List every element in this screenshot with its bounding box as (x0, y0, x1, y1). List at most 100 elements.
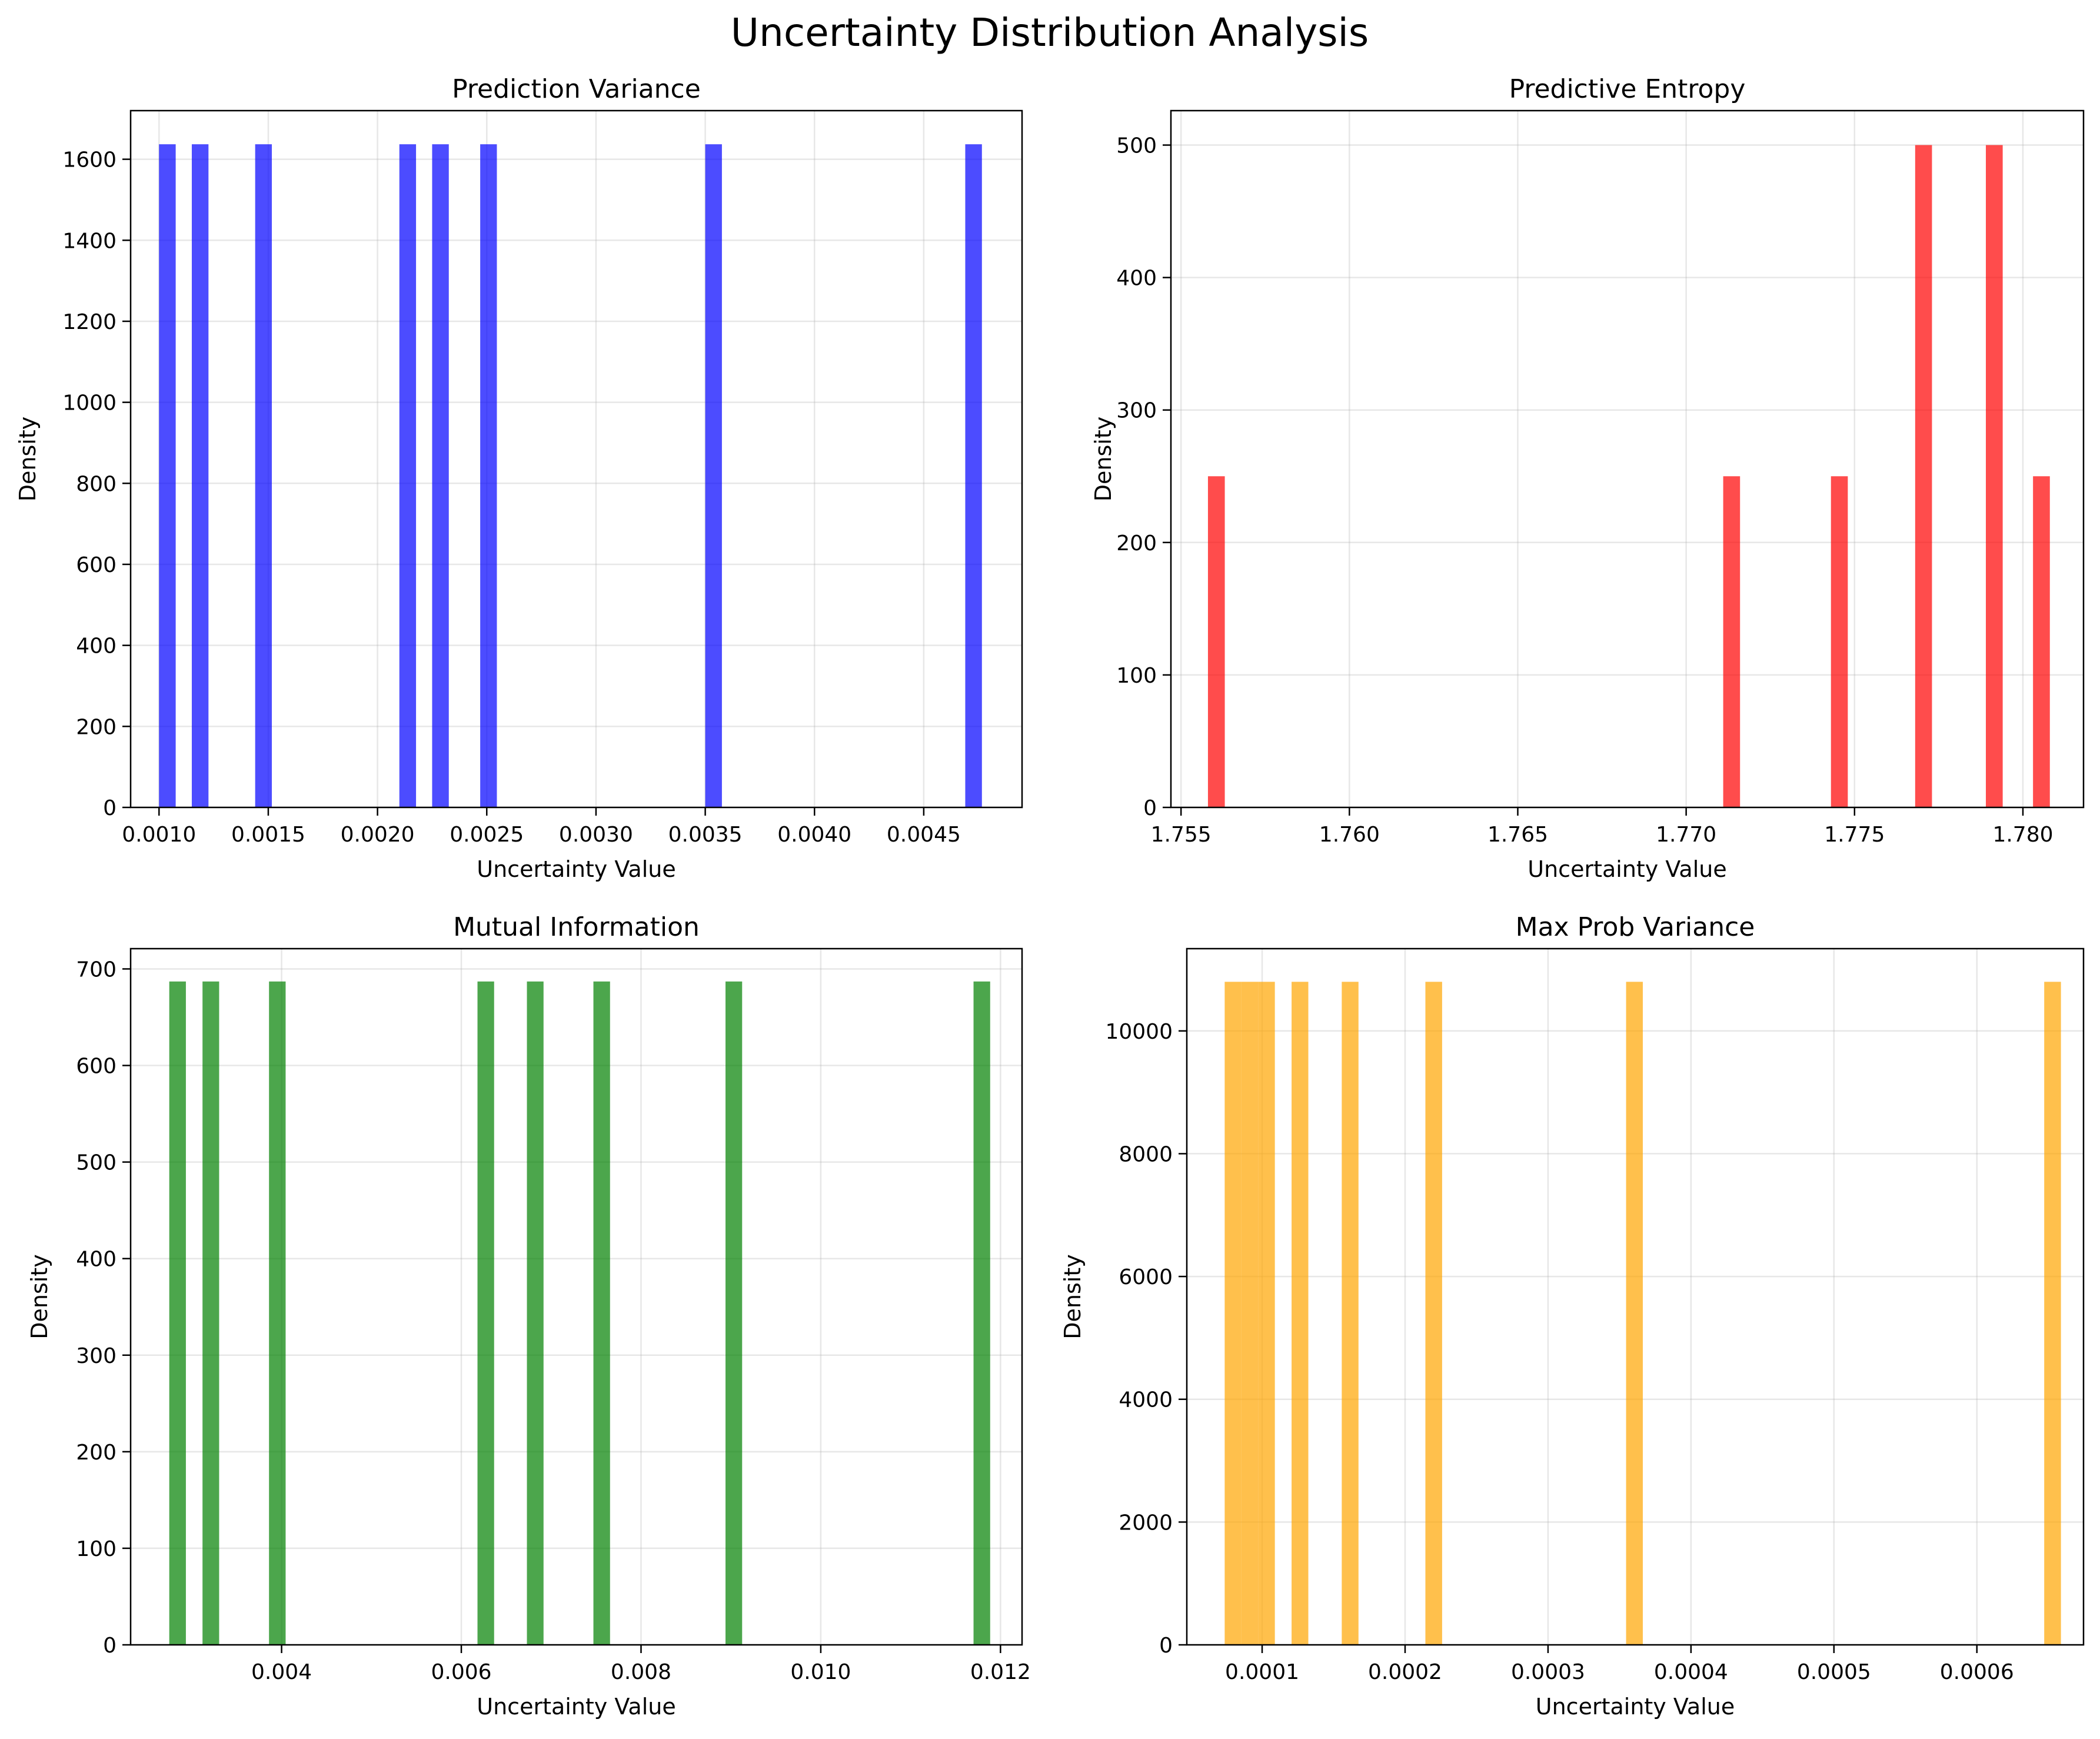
histogram-bar (1258, 982, 1275, 1645)
y-axis-label: Density (1060, 1254, 1086, 1339)
y-tick-label: 400 (1116, 267, 1157, 291)
x-tick-label: 1.765 (1487, 823, 1548, 847)
y-tick-label: 1200 (62, 310, 117, 334)
histogram-bar (169, 981, 186, 1645)
x-tick-label: 1.770 (1656, 823, 1716, 847)
histogram-bar (480, 144, 497, 807)
y-tick-label: 300 (76, 1344, 117, 1368)
histogram-bar (477, 981, 494, 1645)
y-tick-label: 300 (1116, 399, 1157, 423)
histogram-bar (399, 144, 417, 807)
histogram-bar (191, 144, 209, 807)
histogram-bar (1342, 982, 1359, 1645)
y-axis-label: Density (26, 1254, 52, 1339)
x-tick-label: 1.775 (1824, 823, 1885, 847)
x-tick-label: 1.755 (1151, 823, 1212, 847)
histogram-bar (1986, 145, 2003, 808)
x-tick-label: 0.0030 (559, 823, 633, 847)
histogram-bar (269, 981, 286, 1645)
histogram-bar (1425, 982, 1442, 1645)
chart-panel-4: 0.0001 0.0002 0.0003 0.0004 0.0005 0.0006 0 200… (1060, 912, 2085, 1720)
y-tick-label: 1000 (62, 391, 117, 415)
axes-frame (129, 947, 1023, 1646)
y-tick-label: 4000 (1119, 1388, 1173, 1412)
x-tick-label: 0.010 (790, 1660, 851, 1684)
y-axis-label: Density (1090, 417, 1116, 501)
y-tick-label: 10000 (1105, 1020, 1173, 1044)
axes-frame (1170, 109, 2085, 809)
histogram-bar (1915, 145, 1932, 808)
chart-title: Predictive Entropy (1509, 74, 1746, 104)
histogram-bar (159, 144, 176, 807)
histogram-bar (1241, 982, 1259, 1645)
x-axis-label: Uncertainty Value (1527, 856, 1726, 882)
x-tick-label: 0.012 (970, 1660, 1031, 1684)
y-tick-label: 0 (1159, 1634, 1173, 1658)
y-tick-label: 200 (76, 715, 117, 739)
x-tick-label: 0.004 (251, 1660, 312, 1684)
y-tick-label: 100 (76, 1537, 117, 1561)
histogram-bar (705, 144, 722, 807)
y-tick-label: 8000 (1119, 1142, 1173, 1166)
histogram-bar (255, 144, 272, 807)
x-tick-label: 0.0001 (1225, 1660, 1299, 1684)
y-tick-label: 6000 (1119, 1265, 1173, 1289)
x-tick-label: 0.0006 (1940, 1660, 2014, 1684)
histogram-bar (725, 981, 743, 1645)
x-tick-label: 1.760 (1319, 823, 1380, 847)
y-tick-label: 1600 (62, 148, 117, 172)
y-tick-label: 0 (1143, 796, 1157, 820)
x-axis-label: Uncertainty Value (477, 1694, 675, 1720)
x-tick-label: 0.0025 (450, 823, 524, 847)
chart-panel-2: 1.755 1.760 1.765 1.770 1.775 1.780 0 100 200 300… (1090, 74, 2085, 882)
histogram-bar (1723, 476, 1740, 807)
x-tick-label: 0.0040 (777, 823, 851, 847)
histogram-bar (202, 981, 219, 1645)
y-tick-label: 500 (76, 1151, 117, 1175)
x-tick-label: 0.0015 (231, 823, 305, 847)
y-tick-label: 700 (76, 957, 117, 982)
x-tick-label: 0.0020 (341, 823, 415, 847)
histogram-bar (973, 981, 990, 1645)
histogram-bar (2033, 476, 2050, 807)
histogram-bar (965, 144, 982, 807)
y-axis-label: Density (15, 417, 41, 501)
histogram-bar (1626, 982, 1643, 1645)
axes-frame (129, 109, 1023, 809)
chart-title: Mutual Information (453, 912, 700, 942)
y-tick-label: 2000 (1119, 1511, 1173, 1535)
x-tick-label: 0.0010 (122, 823, 196, 847)
histogram-bar (1224, 982, 1242, 1645)
y-tick-label: 400 (76, 1248, 117, 1272)
x-tick-label: 0.0005 (1797, 1660, 1871, 1684)
histogram-bar (1831, 476, 1848, 807)
histogram-bar (527, 981, 544, 1645)
axes-frame (1186, 947, 2085, 1646)
y-tick-label: 100 (1116, 664, 1157, 688)
x-tick-label: 0.008 (611, 1660, 671, 1684)
chart-panel-1: 0.0010 0.0015 0.0020 0.0025 0.0030 0.0035 0.00… (15, 74, 1023, 882)
histogram-bar (432, 144, 449, 807)
x-tick-label: 0.0035 (668, 823, 743, 847)
histogram-bar (1292, 982, 1309, 1645)
x-tick-label: 0.0045 (887, 823, 961, 847)
x-tick-label: 1.780 (1992, 823, 2053, 847)
chart-title: Prediction Variance (452, 74, 701, 104)
chart-panel-3: 0.004 0.006 0.008 0.010 0.012 0 100 200 300 400 50… (26, 912, 1031, 1720)
y-tick-label: 400 (76, 634, 117, 659)
x-tick-label: 0.0002 (1368, 1660, 1442, 1684)
histogram-bar (1207, 476, 1225, 807)
x-axis-label: Uncertainty Value (1536, 1694, 1735, 1720)
x-tick-label: 0.0004 (1654, 1660, 1728, 1684)
y-tick-label: 500 (1116, 134, 1157, 158)
y-tick-label: 0 (103, 796, 117, 820)
y-tick-label: 200 (1116, 531, 1157, 556)
figure-suptitle: Uncertainty Distribution Analysis (731, 10, 1369, 55)
y-tick-label: 1400 (62, 229, 117, 253)
x-tick-label: 0.0003 (1511, 1660, 1585, 1684)
histogram-bar (593, 981, 610, 1645)
y-tick-label: 800 (76, 472, 117, 496)
chart-title: Max Prob Variance (1516, 912, 1755, 942)
y-tick-label: 600 (76, 553, 117, 577)
